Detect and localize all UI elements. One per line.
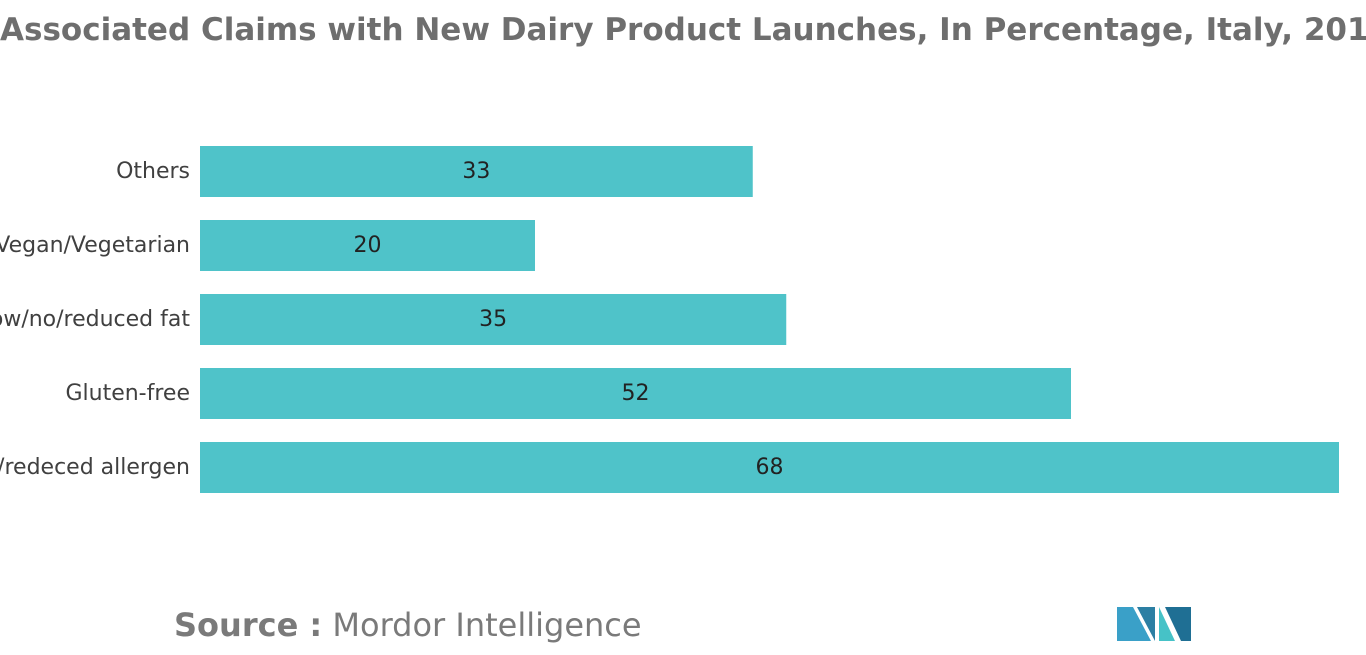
value-label-0: 33 [462, 159, 490, 184]
source-label: Source : [174, 606, 323, 644]
bar-0 [200, 146, 753, 197]
value-label-4: 68 [756, 455, 784, 480]
source-note: Source : Mordor Intelligence [174, 606, 642, 644]
bar-4 [200, 442, 1339, 493]
source-name: Mordor Intelligence [332, 606, 642, 644]
value-label-3: 52 [622, 381, 650, 406]
bar-3 [200, 368, 1071, 419]
chart-title: Associated Claims with New Dairy Product… [0, 12, 1366, 48]
mordor-intelligence-logo [1117, 607, 1191, 641]
value-label-2: 35 [479, 307, 507, 332]
category-label-0: Others [116, 159, 190, 184]
category-label-2: Low/no/reduced fat [0, 307, 190, 332]
bar-1 [200, 220, 535, 271]
category-label-4: No/redeced allergen [0, 455, 190, 480]
bar-2 [200, 294, 787, 345]
value-label-1: 20 [354, 233, 382, 258]
category-label-1: Vegan/Vegetarian [0, 233, 190, 258]
category-label-3: Gluten-free [65, 381, 190, 406]
